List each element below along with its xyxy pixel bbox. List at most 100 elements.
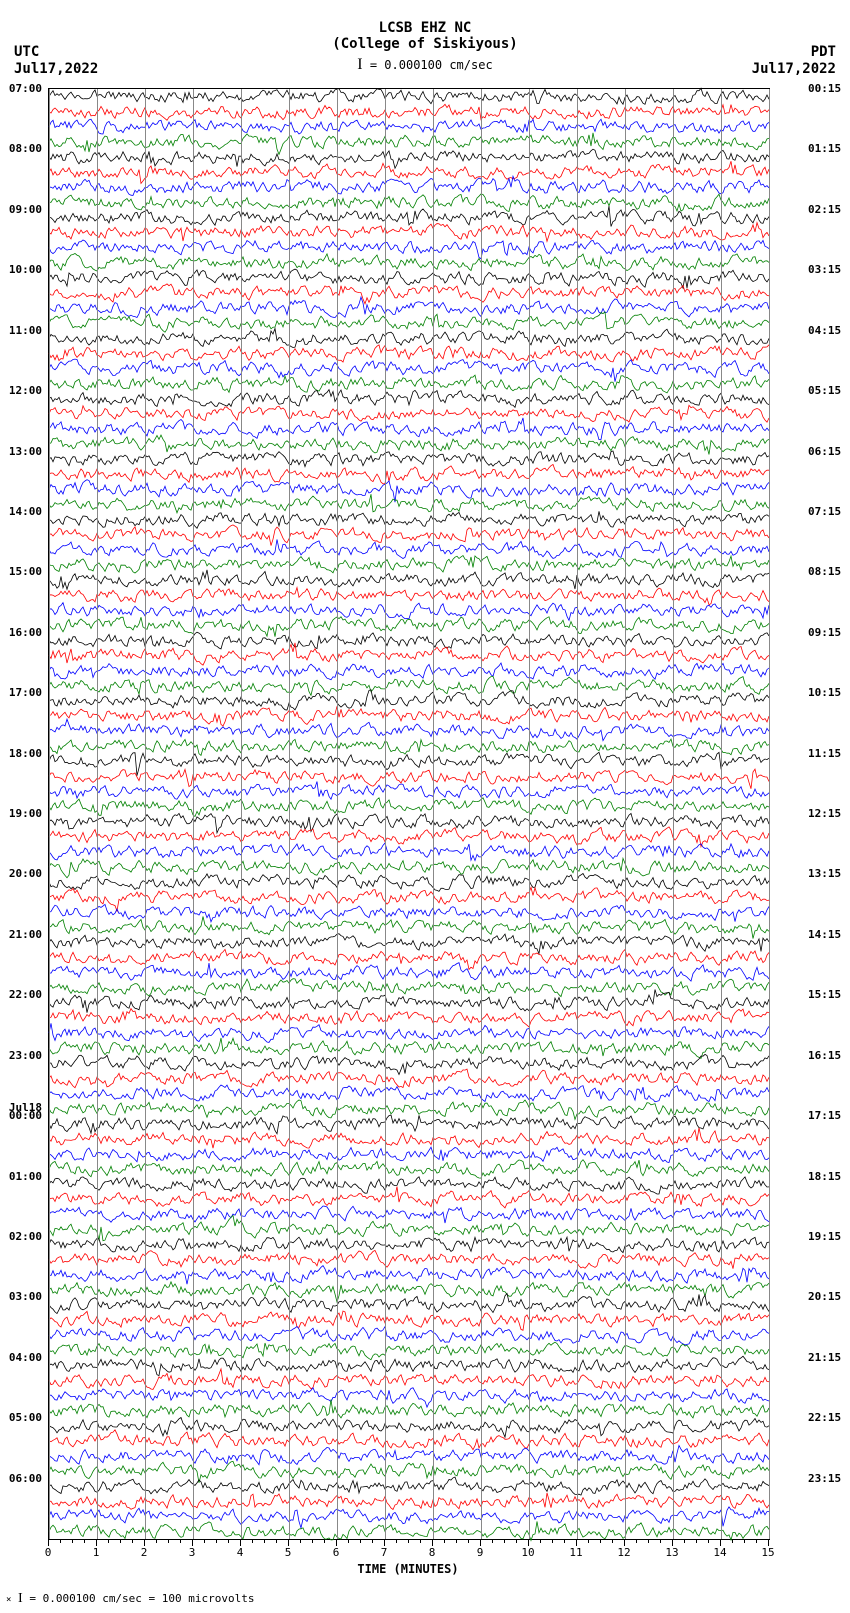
seismic-trace xyxy=(49,858,769,877)
x-tick-label: 14 xyxy=(713,1546,726,1559)
grid-line xyxy=(193,89,194,1539)
left-hour-labels: 07:0008:0009:0010:0011:0012:0013:0014:00… xyxy=(0,88,46,1538)
left-hour-label: 00:00 xyxy=(9,1109,42,1122)
grid-line xyxy=(673,89,674,1539)
seismic-trace xyxy=(49,254,769,272)
left-hour-label: 02:00 xyxy=(9,1230,42,1243)
seismic-trace xyxy=(49,963,769,981)
seismic-trace xyxy=(49,827,769,847)
seismic-trace xyxy=(49,435,769,454)
left-hour-label: 17:00 xyxy=(9,686,42,699)
seismic-trace xyxy=(49,1177,769,1194)
seismic-trace xyxy=(49,904,769,921)
left-hour-label: 13:00 xyxy=(9,445,42,458)
right-hour-label: 19:15 xyxy=(808,1230,841,1243)
x-axis: TIME (MINUTES) 0123456789101112131415 xyxy=(48,1540,768,1580)
seismic-trace xyxy=(49,480,769,503)
footer-prefix: × xyxy=(6,1595,11,1605)
footer-text: = 0.000100 cm/sec = 100 microvolts xyxy=(29,1592,254,1605)
left-hour-label: 20:00 xyxy=(9,867,42,880)
seismic-trace xyxy=(49,1128,769,1148)
left-hour-label: 09:00 xyxy=(9,203,42,216)
grid-line xyxy=(241,89,242,1539)
seismic-trace xyxy=(49,1187,769,1208)
seismic-trace xyxy=(49,1069,769,1088)
seismic-trace xyxy=(49,1147,769,1162)
right-hour-label: 16:15 xyxy=(808,1049,841,1062)
left-hour-label: 05:00 xyxy=(9,1411,42,1424)
seismic-trace xyxy=(49,949,769,969)
seismic-trace xyxy=(49,798,769,817)
right-hour-label: 21:15 xyxy=(808,1351,841,1364)
scale-bar-icon: I xyxy=(357,56,362,73)
x-tick-label: 4 xyxy=(237,1546,244,1559)
seismic-trace xyxy=(49,1054,769,1074)
x-tick-label: 15 xyxy=(761,1546,774,1559)
seismic-trace xyxy=(49,979,769,997)
seismic-trace xyxy=(49,1388,769,1407)
seismic-trace xyxy=(49,813,769,833)
seismic-trace xyxy=(49,739,769,755)
seismic-trace xyxy=(49,1311,769,1330)
right-hour-label: 23:15 xyxy=(808,1472,841,1485)
left-hour-label: 19:00 xyxy=(9,807,42,820)
seismic-trace xyxy=(49,359,769,382)
right-hour-label: 04:15 xyxy=(808,324,841,337)
seismic-trace xyxy=(49,934,769,954)
seismic-trace xyxy=(49,1038,769,1058)
left-hour-label: 10:00 xyxy=(9,263,42,276)
right-hour-label: 09:15 xyxy=(808,626,841,639)
right-hour-label: 00:15 xyxy=(808,82,841,95)
left-hour-label: 04:00 xyxy=(9,1351,42,1364)
station-title: LCSB EHZ NC xyxy=(0,20,850,36)
tl-date: Jul17,2022 xyxy=(14,61,98,78)
seismic-trace xyxy=(49,149,769,168)
seismic-trace xyxy=(49,1430,769,1450)
left-hour-label: 16:00 xyxy=(9,626,42,639)
seismic-trace xyxy=(49,405,769,422)
right-hour-label: 11:15 xyxy=(808,747,841,760)
seismic-trace xyxy=(49,570,769,590)
seismic-trace xyxy=(49,874,769,892)
seismic-trace xyxy=(49,1356,769,1375)
seismic-trace xyxy=(49,603,769,621)
right-hour-label: 15:15 xyxy=(808,988,841,1001)
right-hour-label: 03:15 xyxy=(808,263,841,276)
seismic-trace xyxy=(49,588,769,605)
seismic-trace xyxy=(49,161,769,183)
seismic-trace xyxy=(49,632,769,649)
x-tick-label: 10 xyxy=(521,1546,534,1559)
seismic-trace xyxy=(49,1160,769,1178)
seismic-trace xyxy=(49,284,769,304)
seismogram-container: LCSB EHZ NC (College of Siskiyous) I = 0… xyxy=(0,0,850,1613)
x-tick-label: 9 xyxy=(477,1546,484,1559)
seismic-trace xyxy=(49,643,769,665)
seismic-trace xyxy=(49,390,769,408)
grid-line xyxy=(385,89,386,1539)
seismic-trace xyxy=(49,1266,769,1285)
right-hour-label: 18:15 xyxy=(808,1170,841,1183)
seismic-trace xyxy=(49,1206,769,1223)
seismic-trace xyxy=(49,375,769,393)
seismic-trace xyxy=(49,1418,769,1438)
seismic-trace xyxy=(49,206,769,226)
seismic-trace xyxy=(49,194,769,212)
seismic-trace xyxy=(49,1446,769,1465)
seismic-trace xyxy=(49,345,769,362)
seismic-trace xyxy=(49,990,769,1013)
left-hour-label: 11:00 xyxy=(9,324,42,337)
seismic-trace xyxy=(49,1115,769,1134)
x-tick-label: 6 xyxy=(333,1546,340,1559)
grid-line xyxy=(721,89,722,1539)
x-axis-label: TIME (MINUTES) xyxy=(48,1562,768,1576)
left-hour-label: 15:00 xyxy=(9,565,42,578)
x-tick-label: 12 xyxy=(617,1546,630,1559)
left-hour-label: 08:00 xyxy=(9,142,42,155)
right-hour-label: 02:15 xyxy=(808,203,841,216)
seismic-trace xyxy=(49,1009,769,1027)
location-title: (College of Siskiyous) xyxy=(0,36,850,52)
seismic-trace xyxy=(49,1400,769,1418)
left-hour-label: 06:00 xyxy=(9,1472,42,1485)
seismic-trace xyxy=(49,1461,769,1482)
seismic-trace xyxy=(49,133,769,155)
